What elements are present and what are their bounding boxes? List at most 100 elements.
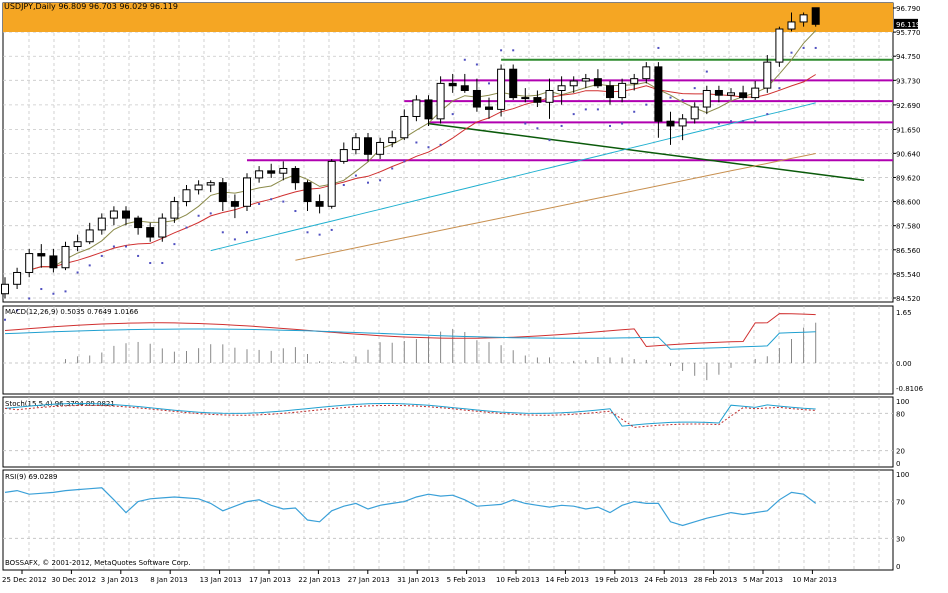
- candle-bullish: [787, 21, 796, 30]
- candle-bearish: [654, 66, 663, 122]
- candle-bearish: [472, 89, 481, 108]
- candle-bullish: [775, 28, 784, 63]
- candle-bearish: [460, 85, 469, 91]
- candle-bearish: [364, 137, 372, 155]
- candle-bullish: [545, 89, 554, 103]
- candle-bullish: [255, 170, 264, 179]
- axes: 96.790 95.770 94.750 93.730 92.690 91.650 90.6…: [2, 5, 924, 584]
- psar-dot: [500, 49, 503, 52]
- psar-dot: [802, 46, 805, 49]
- price-axis-label: 95.770: [896, 29, 921, 37]
- time-axis-label: 3 Jan 2013: [101, 576, 139, 584]
- price-pane: [1, 7, 893, 321]
- time-axis-label: 24 Feb 2013: [644, 576, 688, 584]
- candle-bullish: [412, 99, 421, 117]
- candle-bullish: [727, 92, 735, 96]
- candle-bearish: [37, 253, 46, 257]
- psar-dot: [367, 181, 369, 184]
- time-axis-label: 13 Jan 2013: [200, 576, 242, 584]
- rsi-axis-label: 100: [896, 471, 909, 479]
- candle-bearish: [267, 170, 276, 174]
- psar-dot: [149, 262, 152, 265]
- psar-dot: [330, 228, 333, 231]
- psar-dot: [427, 146, 430, 149]
- psar-dot: [294, 210, 297, 213]
- candle-bullish: [618, 82, 627, 99]
- stoch-axis-label: 80: [896, 410, 905, 418]
- psar-dot: [584, 108, 587, 111]
- candle-bearish: [424, 99, 433, 120]
- candle-bullish: [182, 189, 191, 203]
- candle-bearish: [666, 120, 675, 127]
- psar-dot: [609, 124, 611, 127]
- time-axis-label: 22 Jan 2013: [298, 576, 340, 584]
- price-axis-label: 91.650: [896, 126, 921, 134]
- psar-dot: [403, 160, 406, 163]
- psar-dot: [197, 214, 200, 217]
- candle-bullish: [61, 245, 70, 269]
- psar-dot: [342, 184, 345, 187]
- psar-dot: [318, 233, 321, 236]
- candle-bullish: [702, 89, 711, 108]
- price-axis-label: 87.580: [896, 223, 921, 231]
- pane-frame: [2, 469, 894, 571]
- psar-dot: [693, 87, 696, 90]
- psar-dot: [439, 143, 442, 146]
- candle-bullish: [521, 97, 530, 100]
- candle-bullish: [327, 160, 336, 207]
- macd-axis-label: -0.8106: [896, 385, 924, 393]
- rsi-axis-label: 30: [896, 535, 905, 543]
- psar-dot: [463, 58, 466, 61]
- candle-bullish: [351, 137, 360, 151]
- psar-dot: [52, 292, 55, 295]
- candle-bearish: [448, 82, 457, 87]
- price-axis-label: 92.690: [896, 102, 921, 110]
- rsi-label: RSI(9) 69.0289: [5, 473, 57, 481]
- time-axis-label: 17 Jan 2013: [249, 576, 291, 584]
- time-axis-label: 19 Feb 2013: [595, 576, 639, 584]
- psar-dot: [669, 96, 672, 99]
- time-axis-label: 14 Feb 2013: [545, 576, 589, 584]
- psar-dot: [88, 264, 91, 267]
- macd-axis-label: 0.00: [896, 360, 912, 368]
- macd-label: MACD(12,26,9) 0.5035 0.7649 1.0166: [5, 308, 139, 316]
- candle-bullish: [581, 78, 590, 82]
- time-axis-label: 5 Feb 2013: [447, 576, 486, 584]
- psar-dot: [560, 124, 563, 127]
- candle-bullish: [569, 80, 578, 87]
- candle-bearish: [593, 78, 602, 87]
- candle-bullish: [194, 184, 203, 191]
- candle-bearish: [739, 92, 748, 99]
- rsi-axis-label: 0: [896, 563, 900, 571]
- psar-dot: [814, 46, 817, 49]
- time-axis-label: 10 Feb 2013: [496, 576, 540, 584]
- watermark: BOSSAFX, © 2001-2012, MetaQuotes Softwar…: [5, 559, 190, 567]
- psar-dot: [633, 110, 636, 113]
- psar-dot: [596, 108, 599, 111]
- header-band-rect: [3, 3, 893, 32]
- time-axis-label: 5 Mar 2013: [743, 576, 783, 584]
- psar-dot: [790, 51, 793, 54]
- candle-bullish: [630, 78, 639, 84]
- candle-bearish: [218, 182, 227, 203]
- rsi-axis-label: 70: [896, 499, 905, 507]
- last-price-label: 96.119: [896, 21, 921, 29]
- psar-dot: [137, 254, 140, 257]
- psar-dot: [246, 231, 248, 234]
- psar-dot: [512, 49, 515, 52]
- psar-dot: [100, 254, 103, 257]
- psar-dot: [112, 245, 115, 248]
- time-axis-label: 25 Dec 2012: [2, 576, 47, 584]
- psar-dot: [778, 87, 781, 90]
- psar-dot: [657, 46, 660, 49]
- time-axis-label: 31 Jan 2013: [397, 576, 439, 584]
- psar-dot: [705, 70, 708, 73]
- candle-bullish: [85, 229, 94, 243]
- candle-bullish: [279, 167, 288, 174]
- candle-bullish: [376, 141, 385, 155]
- psar-dot: [524, 122, 527, 125]
- trendline: [428, 122, 865, 182]
- candle-bullish: [436, 82, 445, 120]
- last-price-box: [894, 18, 918, 29]
